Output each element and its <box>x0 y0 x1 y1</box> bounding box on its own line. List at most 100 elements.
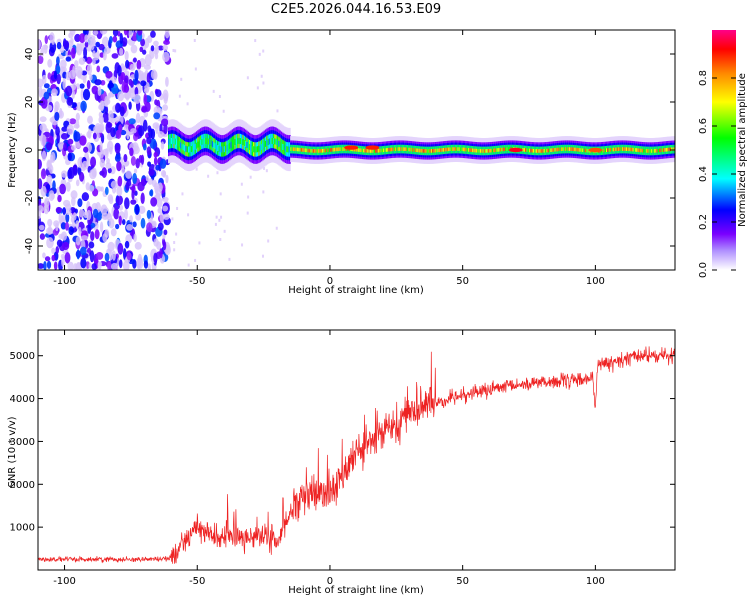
snr-x-axis-label: Height of straight line (km) <box>288 585 424 596</box>
spectrogram-cell <box>65 203 72 211</box>
spectrogram-cell <box>90 38 95 51</box>
spectrogram-cell <box>78 209 85 218</box>
spectrogram-cell <box>40 96 48 109</box>
spectrogram-cell <box>425 149 428 153</box>
spectrogram-plot-area <box>38 30 675 270</box>
spectrogram-cell <box>648 149 651 153</box>
spectrogram-cell <box>389 147 392 152</box>
spectrogram-cell <box>153 252 158 264</box>
spectrogram-cell <box>172 48 175 52</box>
spectrogram-cell <box>100 186 104 192</box>
spectrogram-cell <box>162 89 169 102</box>
spectrogram-cell <box>86 63 93 76</box>
spectrogram-cell <box>115 102 121 114</box>
spectrogram-cell <box>235 138 238 145</box>
spectrogram-cell <box>143 93 148 106</box>
spectrogram-cell <box>176 206 179 210</box>
spectrogram-cell <box>570 147 573 151</box>
spectrogram-cell <box>294 147 297 152</box>
spectrogram-cell <box>279 141 282 148</box>
spectrogram-cell <box>659 148 661 153</box>
spectrogram-cell <box>558 147 561 152</box>
spectrogram-cell <box>157 222 164 231</box>
spectrogram-cell <box>356 148 359 152</box>
spectrogram-cell <box>140 192 145 205</box>
snr-series-line <box>38 346 675 564</box>
spectrogram-cell <box>96 65 101 73</box>
spectrogram-cell <box>72 83 77 91</box>
spectrogram-cell <box>147 125 152 133</box>
spectrogram-cell <box>153 238 159 247</box>
spectrogram-cell <box>64 221 69 231</box>
spectrogram-cell <box>643 148 646 153</box>
spectrogram-cell <box>104 95 109 108</box>
spectrogram-cell <box>503 147 506 152</box>
spectrogram-cell <box>42 252 46 259</box>
spectrogram-cell <box>298 147 301 152</box>
spectrogram-cell <box>107 241 115 252</box>
spectrogram-cell <box>321 148 324 153</box>
y-tick-label: 1000 <box>10 523 35 534</box>
spectrogram-cell <box>105 70 113 79</box>
spectrogram-cell <box>539 149 542 153</box>
spectrogram-cell <box>80 88 84 101</box>
spectrogram-cell <box>335 147 338 152</box>
spectrogram-cell <box>256 86 259 90</box>
spectrogram-peak <box>365 145 380 150</box>
spectrogram-cell <box>671 147 673 152</box>
x-tick-label: -100 <box>53 276 76 287</box>
spectrogram-cell <box>124 197 130 210</box>
spectrogram-cell <box>444 147 446 152</box>
spectrogram-cell <box>612 147 615 152</box>
spectrogram-cell <box>609 147 612 152</box>
spectrogram-cell <box>190 146 193 153</box>
spectrogram-cell <box>245 140 247 147</box>
spectrogram-cell <box>266 139 269 146</box>
spectrogram-cell <box>473 148 476 153</box>
spectrogram-cell <box>371 149 373 153</box>
spectrogram-cell <box>252 146 255 153</box>
spectrogram-cell <box>667 147 669 152</box>
spectrogram-cell <box>85 56 93 65</box>
spectrogram-cell <box>132 221 137 228</box>
spectrogram-cell <box>485 149 488 153</box>
spectrogram-cell <box>124 50 129 61</box>
spectrogram-cell <box>96 124 104 134</box>
spectrogram-cell <box>109 146 113 155</box>
spectrogram-cell <box>56 73 61 85</box>
spectrogram-cell <box>246 211 249 215</box>
spectrogram-cell <box>655 148 657 153</box>
spectrogram-cell <box>210 140 213 147</box>
spectrogram-cell <box>258 52 261 56</box>
spectrogram-cell <box>76 249 80 260</box>
spectrogram-cell <box>449 147 452 152</box>
spectrogram-cell <box>276 109 279 113</box>
spectrogram-cell <box>43 91 50 100</box>
spectrogram-cell <box>79 83 85 89</box>
spectrogram-cell <box>70 144 76 151</box>
spectrogram-cell <box>264 140 267 147</box>
spectrogram-cell <box>150 197 158 207</box>
spectrogram-cell <box>328 148 331 152</box>
spectrogram-cell <box>218 145 221 152</box>
spectrogram-cell <box>130 199 137 205</box>
spectrogram-cell <box>410 147 413 152</box>
spectrogram-cell <box>249 144 251 151</box>
spectrogram-cell <box>150 128 156 140</box>
spectrogram-cell <box>207 174 210 178</box>
spectrogram-cell <box>668 147 671 152</box>
spectrogram-cell <box>108 196 114 205</box>
chart-title: C2E5.2026.044.16.53.E09 <box>270 2 442 17</box>
spectrogram-cell <box>59 183 66 195</box>
spectrogram-cell <box>124 240 130 249</box>
spectrogram-cell <box>128 101 132 110</box>
colorbar-tick-label: 0.4 <box>698 166 709 182</box>
spectrogram-cell <box>132 57 137 63</box>
snr-background <box>38 330 675 570</box>
spectrogram-cell <box>72 164 78 176</box>
spectrogram-cell <box>61 126 68 132</box>
spectrogram-cell <box>673 147 675 151</box>
spectrogram-cell <box>58 212 63 224</box>
spectrogram-cell <box>121 37 128 47</box>
